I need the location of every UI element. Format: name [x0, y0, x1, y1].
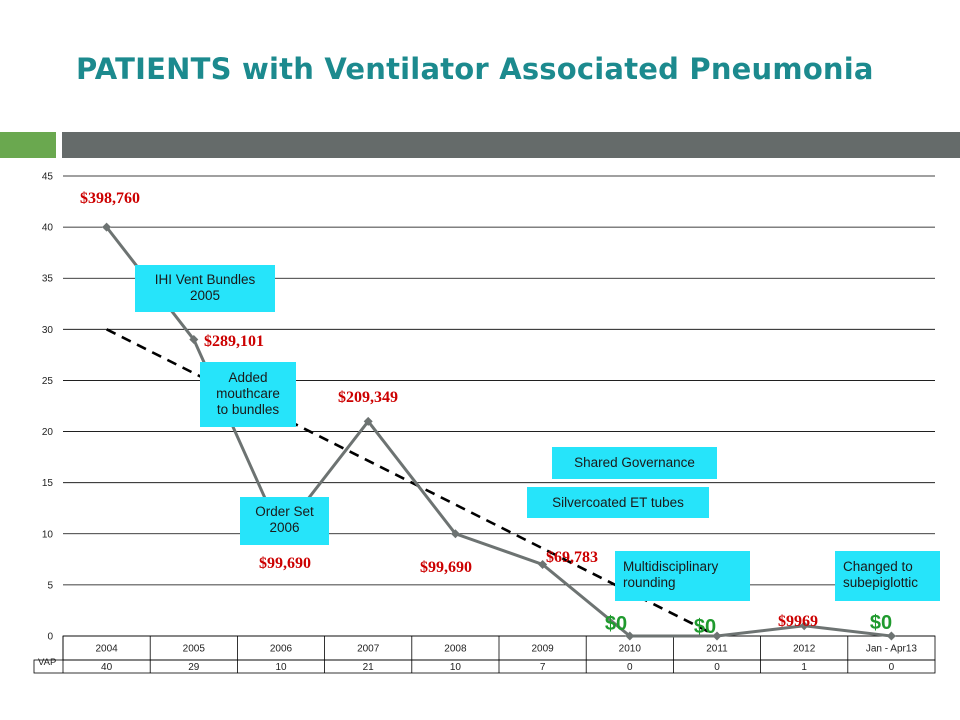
data-point-marker [538, 559, 548, 569]
series-line-vap [105, 226, 892, 638]
callout-line: 2006 [269, 520, 300, 535]
x-category-label: 2006 [270, 644, 293, 655]
data-point-marker [450, 529, 460, 539]
cost-label: $0 [605, 613, 627, 635]
x-category-label: 2011 [706, 644, 728, 655]
y-tick-label: 35 [42, 274, 54, 285]
callout-multidisciplinary-rounding: Multidisciplinary rounding [615, 551, 750, 601]
y-tick-label: 45 [42, 172, 54, 183]
cost-label: $0 [870, 612, 892, 634]
y-tick-label: 15 [42, 478, 54, 489]
table-value-cell: 0 [627, 662, 633, 673]
cost-label: $99,690 [420, 559, 472, 576]
y-tick-label: 20 [42, 427, 54, 438]
table-value-cell: 21 [363, 662, 375, 673]
callout-silvercoated-et-tubes: Silvercoated ET tubes [527, 487, 709, 518]
data-point-marker [712, 631, 722, 641]
callout-line: Changed to [843, 559, 913, 574]
callout-line: rounding [623, 575, 676, 590]
callout-line: to bundles [216, 402, 280, 417]
cost-label: $69,783 [546, 549, 598, 566]
table-value-cell: 29 [188, 662, 200, 673]
cost-label: $398,760 [80, 190, 140, 207]
callout-ihi-vent-bundles: IHI Vent Bundles 2005 [135, 265, 275, 312]
slide-title: PATIENTS with Ventilator Associated Pneu… [76, 52, 874, 86]
x-category-label: 2005 [183, 644, 206, 655]
callout-order-set: Order Set 2006 [240, 497, 329, 545]
table-value-cell: 1 [801, 662, 807, 673]
data-point-marker [625, 631, 635, 641]
y-tick-label: 5 [47, 580, 53, 591]
callout-line: Shared Governance [574, 455, 695, 470]
callout-added-mouthcare: Added mouthcare to bundles [200, 362, 296, 427]
callout-line: subepiglottic [843, 575, 919, 590]
x-category-label: 2012 [793, 644, 816, 655]
cost-label: $289,101 [204, 333, 264, 350]
callout-line: Added [228, 370, 268, 385]
table-value-cell: 7 [540, 662, 546, 673]
callout-line: mouthcare [216, 386, 280, 401]
callout-line: IHI Vent Bundles [154, 272, 256, 287]
callout-line: Order Set [255, 504, 314, 519]
cost-label: $209,349 [338, 389, 398, 406]
x-category-label: 2008 [444, 644, 467, 655]
cost-label: $99,690 [259, 555, 311, 572]
x-category-label: 2010 [619, 644, 642, 655]
x-category-label: 2007 [357, 644, 380, 655]
y-tick-label: 10 [42, 529, 54, 540]
table-value-cell: 10 [275, 662, 287, 673]
callout-changed-to-subepiglottic: Changed to subepiglottic [835, 551, 940, 601]
data-point-marker [102, 222, 112, 232]
table-value-cell: 40 [101, 662, 113, 673]
table-value-cell: 0 [889, 662, 895, 673]
callout-line: Silvercoated ET tubes [552, 495, 684, 510]
header-bar [62, 132, 960, 158]
y-tick-label: 25 [42, 376, 54, 387]
data-point-marker [189, 335, 199, 345]
data-point-marker [799, 621, 809, 631]
value-row-border [33, 659, 936, 674]
table-row-label: VAP [38, 657, 56, 668]
x-category-label: 2004 [95, 644, 118, 655]
cost-label: $0 [694, 616, 716, 638]
x-category-label: 2009 [531, 644, 554, 655]
callout-shared-governance: Shared Governance [552, 447, 717, 479]
data-point-marker [363, 416, 373, 426]
data-point-marker [886, 631, 896, 641]
accent-bar [0, 132, 56, 158]
y-tick-label: 0 [47, 632, 53, 643]
table-value-cell: 0 [714, 662, 720, 673]
y-tick-label: 30 [42, 325, 54, 336]
y-tick-label: 40 [42, 223, 54, 234]
x-category-label: Jan - Apr13 [866, 644, 918, 655]
cost-label: $9969 [778, 613, 818, 630]
callout-line: Multidisciplinary [623, 559, 719, 574]
table-value-cell: 10 [450, 662, 462, 673]
callout-line: 2005 [189, 288, 221, 303]
